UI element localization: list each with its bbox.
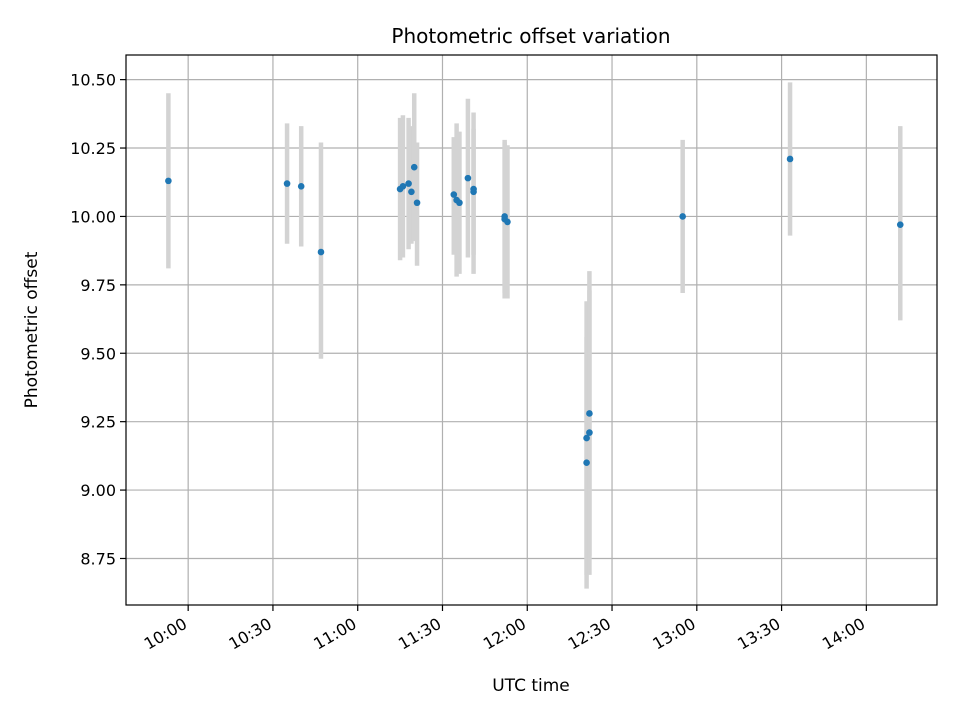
data-point (504, 218, 511, 226)
y-tick-label: 10.00 (70, 207, 116, 226)
data-point (583, 434, 590, 442)
data-point (456, 199, 463, 207)
plot-frame (125, 54, 938, 606)
y-tick-label: 10.25 (70, 139, 116, 158)
data-point (317, 248, 325, 256)
data-point (283, 180, 291, 187)
data-point (165, 177, 172, 185)
data-point (464, 174, 472, 182)
data-point (297, 183, 305, 190)
data-points (165, 155, 904, 467)
data-point (583, 459, 590, 467)
data-point (896, 221, 904, 228)
y-tick-label: 9.00 (80, 481, 116, 500)
data-point (413, 199, 421, 207)
data-point (399, 183, 407, 190)
data-point (786, 155, 794, 163)
y-tick-label: 9.50 (80, 344, 116, 363)
y-tick-label: 9.75 (80, 276, 116, 295)
data-point (450, 191, 458, 198)
data-point (586, 410, 593, 417)
y-tick-label: 8.75 (80, 549, 116, 568)
y-axis: 8.75 9.00 9.25 9.50 9.75 10.00 10.25 10.50 (70, 71, 126, 568)
x-axis-label: UTC time (492, 676, 570, 696)
y-tick-label: 9.25 (80, 413, 116, 432)
data-point (405, 180, 412, 187)
y-axis-label: Photometric offset (22, 251, 42, 408)
data-point (470, 188, 477, 196)
y-tick-label: 10.50 (70, 71, 116, 90)
grid (126, 55, 937, 605)
data-point (679, 213, 686, 220)
chart-title: Photometric offset variation (391, 24, 670, 48)
data-point (410, 163, 418, 171)
data-point (408, 188, 415, 196)
data-point (586, 429, 593, 436)
